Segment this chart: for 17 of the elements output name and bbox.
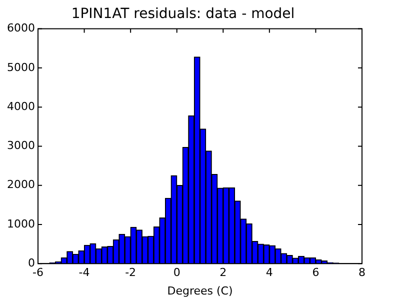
chart-title: 1PIN1AT residuals: data - model [71,6,295,22]
x-tick-label: 4 [266,266,273,280]
y-tick-label: 3000 [6,139,35,152]
x-tick-label: -4 [78,266,90,280]
x-axis-title: Degrees (C) [167,284,233,298]
y-tick-label: 0 [28,256,35,270]
y-tick-label: 4000 [6,100,35,113]
y-tick-label: 6000 [6,22,35,35]
x-tick-label: 8 [358,266,366,280]
x-tick-label: 0 [173,266,180,280]
x-tick-label: 6 [312,266,320,280]
y-tick-label: 1000 [6,217,35,230]
y-tick-label: 5000 [6,60,35,74]
x-tick-label: -6 [32,266,44,280]
x-tick-label: 2 [220,266,227,280]
x-tick-label: -2 [125,266,136,280]
y-tick-label: 2000 [6,178,35,192]
